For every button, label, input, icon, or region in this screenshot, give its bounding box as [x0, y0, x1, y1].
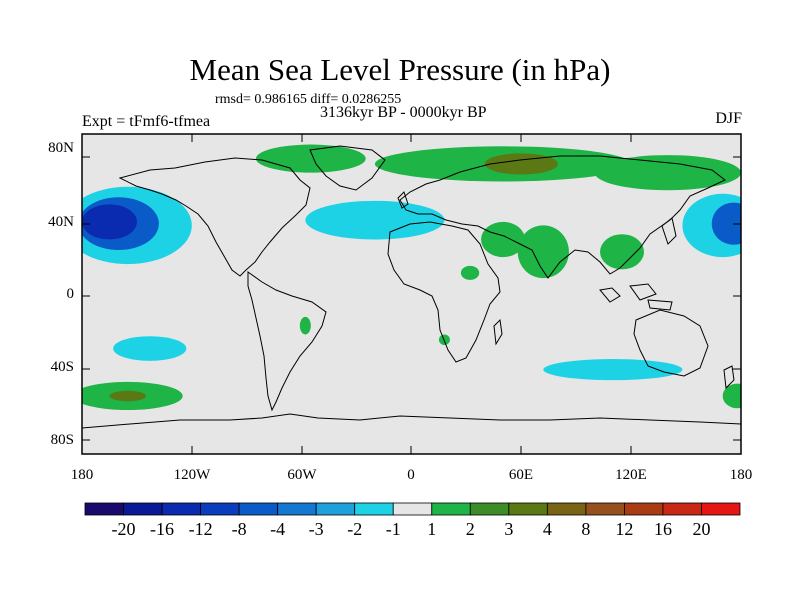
period-label: 3136kyr BP - 0000kyr BP	[320, 104, 487, 121]
colorbar-box	[315, 502, 356, 516]
colorbar-box	[585, 502, 625, 516]
plot-title: Mean Sea Level Pressure (in hPa)	[189, 52, 611, 87]
colorbar-box	[508, 502, 548, 516]
anomaly-southern-indian-high	[722, 383, 741, 409]
colorbar-label: 1	[427, 519, 437, 539]
lon-label-60e: 60E	[508, 467, 534, 483]
colorbar-label: 12	[615, 519, 634, 539]
lon-label-180w: 180	[70, 467, 94, 483]
axis-ticks	[82, 134, 741, 454]
colorbar-label: -8	[231, 519, 247, 539]
colorbar-box	[161, 502, 201, 516]
lon-label-0: 0	[407, 467, 415, 483]
colorbar-label: 20	[692, 519, 711, 539]
anomaly-south-america-high	[299, 316, 311, 335]
anomaly-arabia-high	[481, 221, 525, 258]
colorbar-label: 2	[465, 519, 475, 539]
anomaly-china-high	[600, 234, 644, 270]
colorbar-label: -1	[385, 519, 401, 539]
anomaly-arctic-high-2	[255, 144, 366, 173]
colorbar-box	[469, 502, 510, 516]
lat-label-0: 0	[66, 286, 75, 302]
colorbar-box	[431, 502, 471, 516]
colorbar-label: -2	[347, 519, 363, 539]
anomaly-north-pacific-low-west-3	[82, 204, 137, 240]
colorbar-box	[200, 502, 240, 516]
anomaly-india-high	[517, 225, 569, 279]
season-label: DJF	[715, 110, 742, 127]
colorbar-box	[123, 502, 163, 516]
colorbar-box	[277, 502, 317, 516]
colorbar-box	[624, 502, 664, 516]
colorbar-box	[546, 502, 587, 516]
anomaly-south-pacific-high-core	[109, 390, 147, 402]
colorbar-label: -4	[270, 519, 286, 539]
anomaly-africa-high	[460, 265, 480, 280]
colorbar-box	[392, 502, 433, 516]
anomaly-north-atlantic-low	[305, 200, 445, 240]
colorbar-label: 16	[653, 519, 672, 539]
experiment-label: Expt = tFmf6-tfmea	[82, 113, 211, 130]
colorbar-label: -3	[308, 519, 324, 539]
colorbar-label: -16	[150, 519, 175, 539]
anomaly-siberia-high-core	[484, 153, 558, 175]
colorbar-box	[662, 502, 702, 516]
lon-label-120w: 120W	[173, 467, 211, 483]
lat-label-40n: 40N	[48, 214, 74, 230]
lat-label-80n: 80N	[48, 140, 74, 156]
colorbar-label: 3	[504, 519, 514, 539]
lon-label-60w: 60W	[287, 467, 317, 483]
colorbar-label: 8	[581, 519, 591, 539]
anomaly-southern-ocean-low	[543, 359, 683, 381]
lon-label-180e: 180	[729, 467, 753, 483]
colorbar	[84, 502, 741, 516]
colorbar-box	[354, 502, 394, 516]
colorbar-box	[238, 502, 279, 516]
anomaly-south-africa-high	[438, 334, 450, 345]
anomaly-south-pacific-low	[113, 336, 187, 361]
lon-label-120e: 120E	[615, 467, 647, 483]
coastlines	[82, 145, 741, 429]
stats-text: rmsd= 0.986165 diff= 0.0286255	[215, 92, 402, 107]
lat-label-80s: 80S	[50, 432, 74, 448]
colorbar-label: -20	[111, 519, 136, 539]
colorbar-box	[701, 502, 741, 516]
colorbar-box	[84, 502, 124, 516]
anomaly-north-pacific-low-east-2	[711, 202, 741, 245]
colorbar-label: -12	[188, 519, 213, 539]
colorbar-label: 4	[542, 519, 552, 539]
anomaly-arctic-high-3	[594, 155, 741, 191]
lat-label-40s: 40S	[50, 359, 74, 375]
